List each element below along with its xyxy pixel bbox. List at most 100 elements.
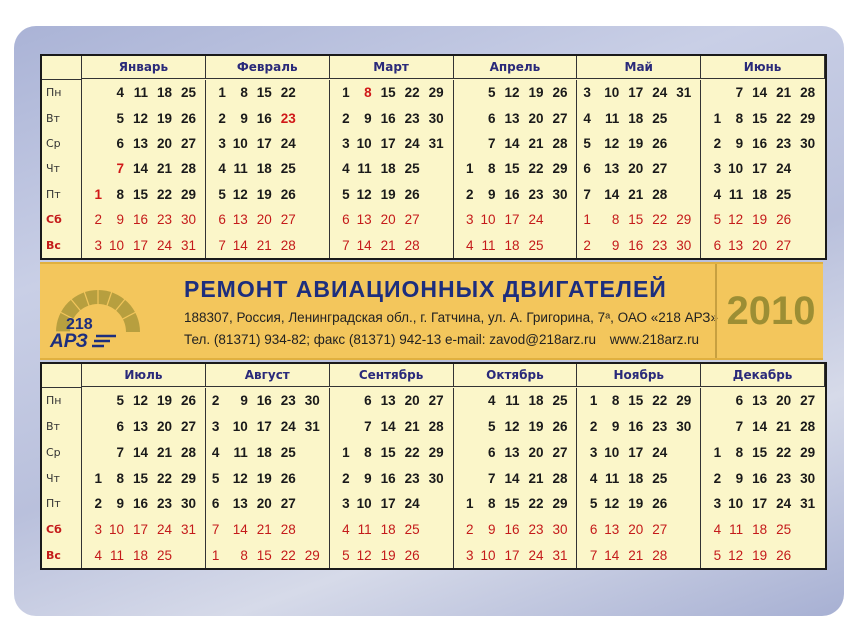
day-cell: 22 (776, 110, 792, 126)
day-cell: 16 (752, 470, 768, 486)
website-link[interactable]: www.218arz.ru (609, 332, 700, 347)
day-cell: 23 (404, 470, 420, 486)
day-cell: 14 (132, 444, 148, 460)
day-cell: 26 (404, 186, 420, 202)
day-cell: 1 (342, 444, 350, 460)
day-cell: 20 (156, 419, 172, 435)
day-cell: 3 (211, 419, 220, 435)
day-cell: 21 (528, 136, 544, 152)
day-cell: 27 (652, 161, 668, 177)
day-cell: 19 (752, 547, 768, 563)
day-cell: 19 (156, 110, 172, 126)
day-cell: 29 (428, 444, 444, 460)
day-cell: 18 (256, 444, 272, 460)
week-row: 1 8 15 22 29 (707, 105, 821, 130)
day-cell: 24 (156, 521, 172, 537)
day-cell: 2 (94, 212, 102, 228)
day-cell: 7 (364, 419, 372, 435)
week-row: 6 13 20 27 (460, 439, 573, 465)
day-cell: 19 (528, 419, 544, 435)
day-cell: 20 (528, 110, 544, 126)
day-cell: 10 (108, 521, 124, 537)
weekday-label: Вс (46, 548, 61, 562)
day-cell: 14 (356, 237, 372, 253)
day-cell: 21 (628, 547, 644, 563)
day-cell: 5 (342, 186, 350, 202)
day-cell: 21 (528, 470, 544, 486)
day-cell: 26 (552, 419, 568, 435)
day-cell: 14 (132, 161, 148, 177)
day-cell: 29 (800, 444, 816, 460)
day-cell: 28 (280, 521, 296, 537)
day-cell: 7 (589, 547, 598, 563)
day-cell: 22 (156, 186, 172, 202)
week-row: 5 12 19 26 (212, 182, 325, 207)
weekday-label: Пт (46, 187, 61, 201)
week-row: 6 13 20 27 (88, 414, 201, 440)
day-cell: 24 (280, 136, 296, 152)
day-cell: 17 (504, 212, 520, 228)
day-cell: 23 (528, 186, 544, 202)
day-cell: 15 (256, 547, 272, 563)
day-cell: 5 (589, 496, 598, 512)
day-cell: 27 (800, 393, 816, 409)
week-row: 4 11 18 25 (707, 182, 821, 207)
day-cell: 16 (752, 136, 768, 152)
day-cell: 12 (232, 470, 248, 486)
grid-corner (42, 364, 82, 388)
day-cell: 24 (280, 419, 296, 435)
day-cell: 9 (735, 136, 744, 152)
day-cell: 28 (280, 237, 296, 253)
day-cell: 26 (652, 496, 668, 512)
day-cell: 14 (232, 521, 248, 537)
week-row: 5 12 19 26 (336, 182, 449, 207)
day-cell: 24 (528, 547, 544, 563)
day-cell: 12 (728, 547, 744, 563)
day-cell: 7 (735, 419, 744, 435)
day-cell: 4 (583, 110, 591, 126)
day-cell: 31 (552, 547, 568, 563)
day-cell: 4 (218, 161, 226, 177)
day-cell: 24 (652, 444, 668, 460)
day-cell: 17 (628, 85, 644, 101)
week-row: 1 8 15 22 29 (336, 80, 449, 105)
company-contacts: Тел. (81371) 934-82; факс (81371) 942-13… (184, 332, 709, 347)
day-cell: 22 (652, 212, 668, 228)
day-cell: 6 (342, 212, 350, 228)
day-cell: 21 (628, 186, 644, 202)
month-days: 4 11 18 25 5 12 19 26 6 13 20 27 7 14 21 28 1 8 15 22 29 2 9 16… (82, 80, 206, 258)
day-cell: 21 (776, 85, 792, 101)
day-cell: 21 (256, 521, 272, 537)
day-cell: 4 (713, 521, 722, 537)
day-cell: 29 (304, 547, 320, 563)
day-cell: 14 (504, 136, 520, 152)
week-row: 4 11 18 25 (88, 542, 201, 568)
day-cell: 13 (232, 496, 248, 512)
day-cell: 22 (156, 470, 172, 486)
day-cell: 21 (404, 419, 420, 435)
day-cell: 17 (132, 521, 148, 537)
week-row: 6 13 20 27 (88, 131, 201, 156)
day-cell: 18 (752, 521, 768, 537)
day-cell: 4 (211, 444, 220, 460)
day-cell: 5 (116, 393, 124, 409)
month-days: 3 10 17 24 31 4 11 18 25 5 12 19 26 6 13 20 27 7 14 21 28 1 8 1… (577, 80, 702, 258)
weekday-label: Ср (46, 445, 61, 459)
month-days: 7 14 21 28 1 8 15 22 29 2 9 16 23 30 3 10 17 24 4 11 18 25 5 12… (701, 80, 825, 258)
day-cell: 19 (752, 212, 768, 228)
day-cell: 10 (480, 547, 496, 563)
day-cell: 12 (356, 547, 372, 563)
day-cell: 12 (356, 186, 372, 202)
day-cell: 26 (280, 470, 296, 486)
day-cell: 20 (628, 521, 644, 537)
weekday-label: Вт (46, 420, 60, 434)
weekday-label: Пн (46, 394, 62, 408)
weekday-label: Сб (46, 522, 62, 536)
day-cell: 12 (132, 110, 148, 126)
day-cell: 14 (504, 470, 520, 486)
day-cell: 30 (552, 521, 568, 537)
week-row: 7 14 21 28 (212, 233, 325, 258)
day-cell: 17 (752, 161, 768, 177)
week-row: 7 14 21 28 (707, 80, 821, 105)
day-cell: 10 (356, 496, 372, 512)
